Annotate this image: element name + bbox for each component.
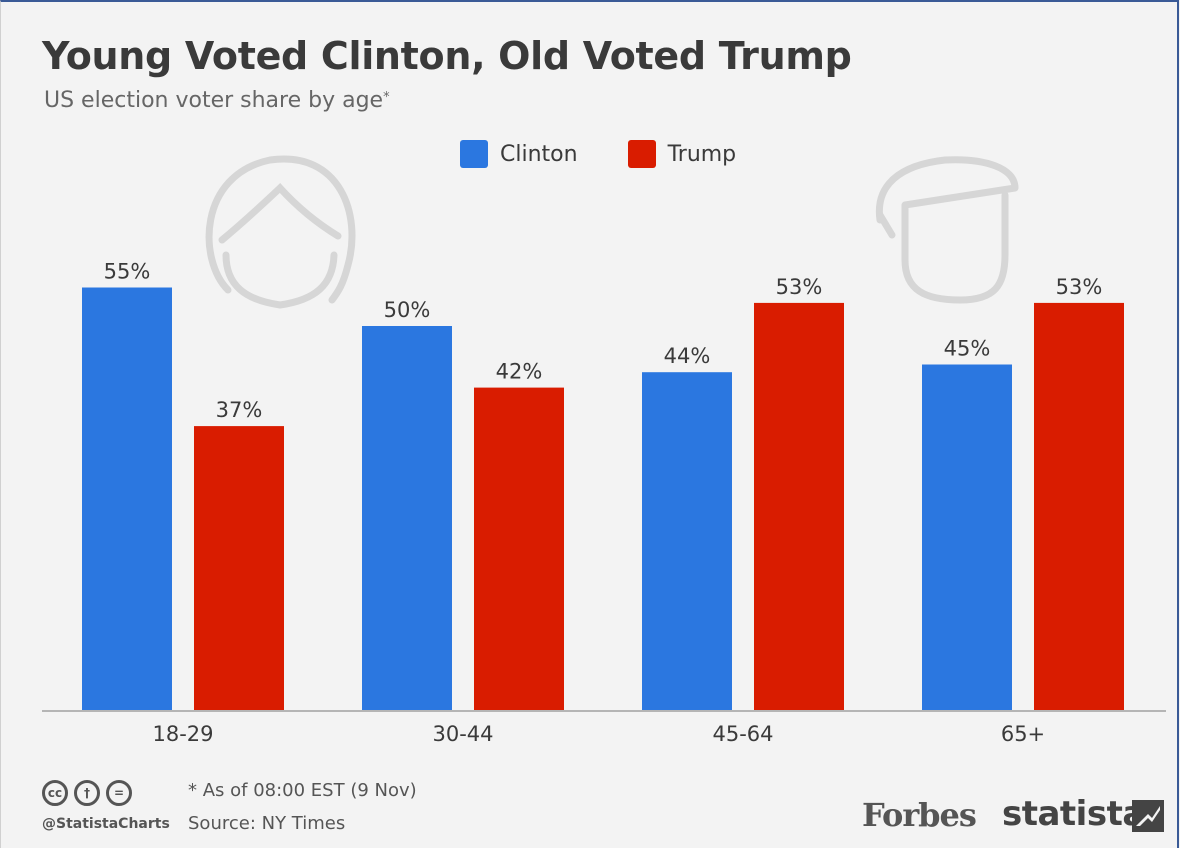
bar-clinton-18-29 bbox=[82, 287, 172, 711]
trump-head-icon bbox=[875, 156, 1019, 304]
bar-trump-45-64 bbox=[754, 302, 844, 711]
x-tick-label-30-44: 30-44 bbox=[432, 722, 493, 746]
forbes-logo: Forbes bbox=[862, 796, 977, 834]
legend-swatch-trump bbox=[627, 140, 656, 168]
subtitle-text: US election voter share by age bbox=[44, 88, 384, 113]
data-label-trump-30-44: 42% bbox=[496, 360, 543, 384]
data-label-trump-65+: 53% bbox=[1056, 275, 1103, 299]
license-icons: cc † = bbox=[42, 780, 132, 806]
statista-logo-text: statista bbox=[1002, 794, 1145, 834]
chart-subtitle: US election voter share by age* bbox=[44, 88, 390, 113]
x-tick-label-18-29: 18-29 bbox=[152, 722, 213, 746]
bar-trump-18-29 bbox=[194, 426, 284, 711]
legend: Clinton Trump bbox=[460, 140, 786, 168]
legend-item-trump: Trump bbox=[627, 140, 737, 168]
x-tick-labels: 18-29 30-44 45-64 65+ bbox=[152, 722, 1045, 746]
legend-item-clinton: Clinton bbox=[460, 140, 578, 168]
x-tick-label-45-64: 45-64 bbox=[712, 722, 773, 746]
data-label-trump-18-29: 37% bbox=[216, 398, 263, 422]
bar-clinton-65+ bbox=[922, 364, 1012, 711]
footnote: * As of 08:00 EST (9 Nov) bbox=[188, 780, 417, 801]
legend-label-clinton: Clinton bbox=[500, 141, 578, 167]
source-note: Source: NY Times bbox=[188, 813, 346, 834]
data-label-clinton-18-29: 55% bbox=[104, 260, 151, 284]
chart-title: Young Voted Clinton, Old Voted Trump bbox=[42, 34, 852, 78]
statista-logo-icon bbox=[1132, 800, 1164, 832]
bar-clinton-45-64 bbox=[642, 372, 732, 711]
bar-trump-65+ bbox=[1034, 302, 1124, 711]
by-icon: † bbox=[74, 780, 100, 806]
statista-handle: @StatistaCharts bbox=[42, 816, 170, 832]
legend-label-trump: Trump bbox=[667, 141, 737, 167]
data-label-trump-45-64: 53% bbox=[776, 275, 823, 299]
legend-swatch-clinton bbox=[460, 140, 488, 168]
data-label-clinton-45-64: 44% bbox=[664, 344, 711, 368]
bars-group: 55% 37% 50% 42% 44% 53% 45% 53% bbox=[82, 260, 1124, 711]
data-label-clinton-65+: 45% bbox=[944, 337, 991, 361]
x-tick-label-65+: 65+ bbox=[1001, 722, 1045, 746]
nd-icon: = bbox=[106, 780, 132, 806]
clinton-head-icon bbox=[205, 155, 356, 309]
cc-icon: cc bbox=[42, 780, 68, 806]
bar-trump-30-44 bbox=[474, 387, 564, 711]
data-label-clinton-30-44: 50% bbox=[384, 298, 431, 322]
subtitle-asterisk: * bbox=[383, 90, 390, 105]
bar-clinton-30-44 bbox=[362, 326, 452, 711]
